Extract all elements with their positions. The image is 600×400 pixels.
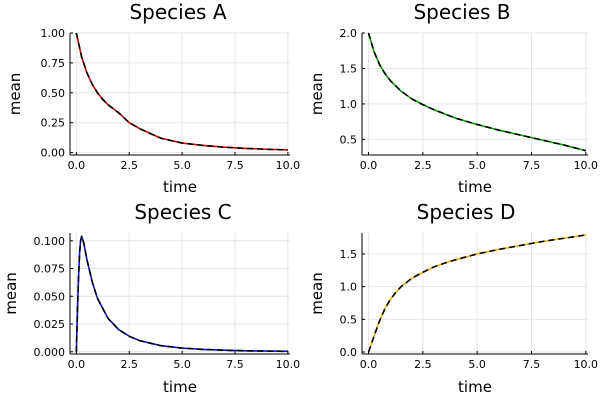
series-mean-line bbox=[75, 32, 288, 151]
y-axis-label: mean bbox=[6, 73, 24, 116]
y-tick-label: 0.075 bbox=[34, 263, 66, 276]
y-tick-label: 0.5 bbox=[340, 313, 358, 326]
y-tick-label: 0.000 bbox=[34, 346, 66, 359]
chart-title: Species C bbox=[134, 200, 231, 224]
x-tick-label: 10.0 bbox=[276, 159, 301, 172]
x-tick-label: 0.0 bbox=[68, 358, 86, 371]
panel-1: 0.0 2.5 5.0 7.5 10.0 0.00 0.25 0.50 0.75 1.00 Spec… bbox=[6, 0, 300, 196]
y-tick-label: 0.00 bbox=[41, 147, 66, 160]
x-tick-label: 0.0 bbox=[360, 159, 378, 172]
x-tick-label: 5.0 bbox=[468, 159, 486, 172]
y-tick-label: 0.5 bbox=[340, 133, 358, 146]
panel-4: 0.0 2.5 5.0 7.5 10.0 0.0 0.5 1.0 1.5 Species D tim… bbox=[308, 200, 598, 396]
x-tick-label: 7.5 bbox=[523, 159, 541, 172]
series-mean-line bbox=[367, 234, 586, 353]
x-axis-label: time bbox=[163, 178, 197, 196]
y-tick-label: 1.0 bbox=[340, 98, 358, 111]
x-tick-label: 10.0 bbox=[574, 159, 599, 172]
y-tick-label: 2.0 bbox=[340, 27, 358, 40]
x-tick-label: 10.0 bbox=[276, 358, 301, 371]
y-tick-label: 0.050 bbox=[34, 290, 66, 303]
panel-3: 0.0 2.5 5.0 7.5 10.0 0.000 0.025 0.050 0.075 0.10… bbox=[2, 200, 300, 396]
y-axis-label: mean bbox=[2, 272, 20, 315]
x-tick-label: 7.5 bbox=[226, 159, 244, 172]
y-tick-label: 1.0 bbox=[340, 281, 358, 294]
series-mean-line bbox=[75, 235, 288, 353]
x-tick-label: 5.0 bbox=[173, 159, 191, 172]
x-axis-label: time bbox=[458, 378, 492, 396]
x-tick-label: 2.5 bbox=[120, 159, 138, 172]
y-tick-label: 0.025 bbox=[34, 318, 66, 331]
y-tick-label: 1.5 bbox=[340, 62, 358, 75]
x-tick-label: 5.0 bbox=[468, 358, 486, 371]
y-tick-label: 1.5 bbox=[340, 248, 358, 261]
y-tick-label: 0.50 bbox=[41, 87, 66, 100]
x-tick-label: 0.0 bbox=[360, 358, 378, 371]
chart-title: Species A bbox=[129, 0, 226, 24]
panel-2: 0.0 2.5 5.0 7.5 10.0 0.5 1.0 1.5 2.0 Species B tim… bbox=[308, 0, 598, 196]
y-tick-label: 0.75 bbox=[41, 57, 66, 70]
x-tick-label: 7.5 bbox=[523, 358, 541, 371]
chart-title: Species B bbox=[413, 0, 510, 24]
x-axis-label: time bbox=[163, 378, 197, 396]
x-tick-label: 10.0 bbox=[574, 358, 599, 371]
x-tick-label: 5.0 bbox=[173, 358, 191, 371]
series-mean-line bbox=[367, 32, 587, 152]
y-tick-label: 0.100 bbox=[34, 235, 66, 248]
x-tick-label: 2.5 bbox=[120, 358, 138, 371]
x-tick-label: 2.5 bbox=[414, 358, 432, 371]
y-tick-label: 0.25 bbox=[41, 117, 66, 130]
x-tick-label: 0.0 bbox=[68, 159, 86, 172]
x-axis-label: time bbox=[458, 178, 492, 196]
y-tick-label: 0.0 bbox=[340, 346, 358, 359]
chart-title: Species D bbox=[417, 200, 516, 224]
y-tick-label: 1.00 bbox=[41, 27, 66, 40]
y-axis-label: mean bbox=[308, 272, 326, 315]
x-tick-label: 2.5 bbox=[414, 159, 432, 172]
x-tick-label: 7.5 bbox=[226, 358, 244, 371]
y-axis-label: mean bbox=[308, 73, 326, 116]
